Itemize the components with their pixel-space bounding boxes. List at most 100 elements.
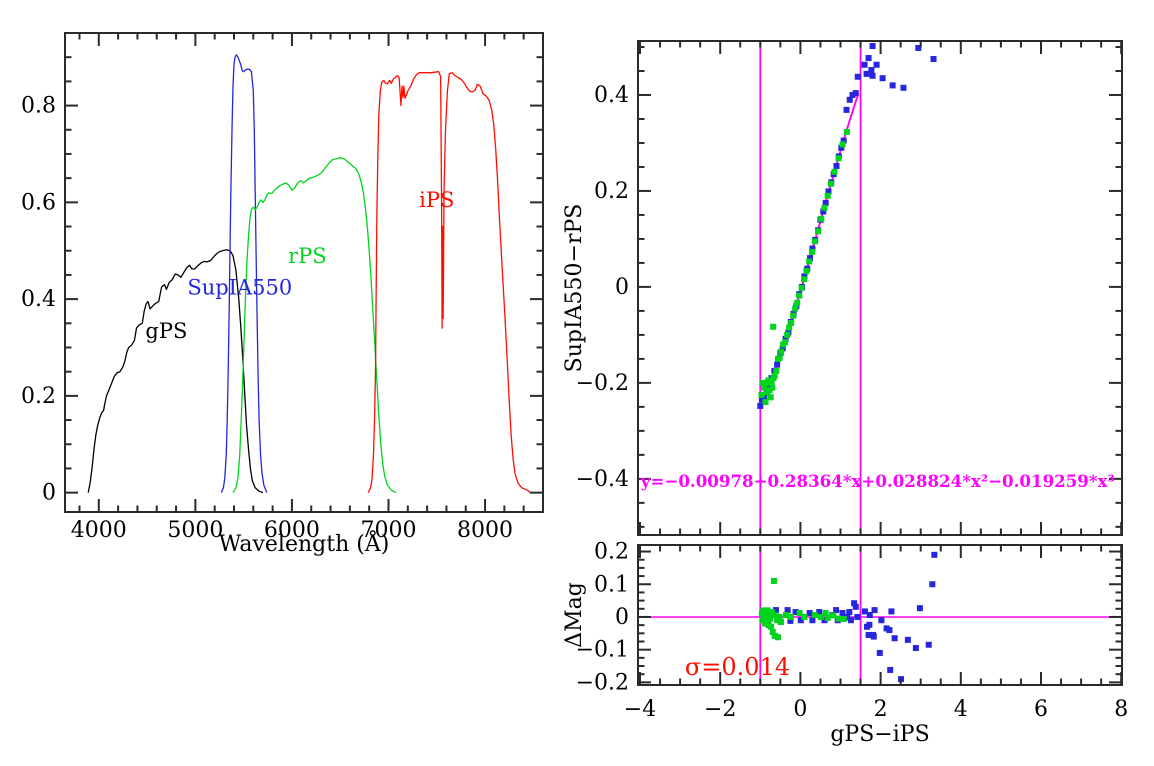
color-color-data-area bbox=[757, 41, 937, 535]
data-point bbox=[786, 324, 793, 331]
color-color-frame bbox=[637, 40, 1123, 536]
data-point bbox=[827, 180, 834, 187]
data-point bbox=[762, 399, 769, 406]
residuals-plot: −4 −2 0 2 4 6 8 −0.2 −0.1 0 0.1 0.2 gPS−iPS ΔMag σ=0.0… bbox=[562, 540, 1128, 747]
data-point bbox=[767, 615, 774, 622]
x-tick-label: 4 bbox=[954, 697, 968, 722]
data-point bbox=[792, 609, 799, 616]
data-point bbox=[904, 636, 911, 643]
data-point bbox=[912, 645, 919, 652]
data-point bbox=[763, 618, 770, 625]
data-point bbox=[784, 331, 791, 338]
data-point bbox=[878, 617, 885, 624]
data-point bbox=[863, 70, 870, 77]
data-point bbox=[801, 613, 808, 620]
data-point bbox=[758, 391, 765, 398]
data-point bbox=[840, 137, 847, 144]
data-point bbox=[796, 610, 803, 617]
data-point bbox=[871, 607, 878, 614]
data-point bbox=[809, 617, 816, 624]
data-point bbox=[768, 379, 775, 386]
y-tick-label: 0.8 bbox=[21, 94, 56, 119]
x-tick-label: 6 bbox=[1034, 697, 1048, 722]
data-point bbox=[818, 215, 825, 222]
data-point bbox=[869, 72, 876, 79]
residuals-tick-labels: −4 −2 0 2 4 6 8 −0.2 −0.1 0 0.1 0.2 bbox=[576, 540, 1129, 722]
data-point bbox=[771, 632, 778, 639]
filter-transmission-plot: 4000 5000 6000 7000 8000 0 0.2 0.4 0.6 0.8 Wavelen… bbox=[21, 32, 544, 557]
data-point bbox=[769, 384, 776, 391]
x-tick-label: 2 bbox=[874, 697, 888, 722]
y-tick-label: 0 bbox=[615, 275, 629, 300]
residuals-data-area bbox=[638, 545, 1122, 685]
data-point bbox=[821, 204, 828, 211]
y-tick-label: 0.1 bbox=[594, 572, 629, 597]
data-point bbox=[854, 73, 861, 80]
y-tick-label: −0.2 bbox=[576, 371, 629, 396]
data-point bbox=[846, 96, 853, 103]
data-point bbox=[852, 90, 859, 97]
y-tick-label: 0.6 bbox=[21, 190, 56, 215]
residuals-y-axis-title: ΔMag bbox=[562, 582, 587, 648]
y-tick-label: −0.1 bbox=[576, 638, 629, 663]
data-point bbox=[846, 609, 853, 616]
data-point bbox=[779, 345, 786, 352]
data-point bbox=[824, 614, 831, 621]
data-point bbox=[778, 348, 785, 355]
data-point bbox=[929, 581, 936, 588]
data-point bbox=[806, 610, 813, 617]
data-point bbox=[809, 245, 816, 252]
fit-equation-label: y=−0.00978+0.28364*x+0.028824*x²−0.01925… bbox=[640, 472, 1115, 492]
data-point bbox=[759, 617, 766, 624]
data-point bbox=[809, 248, 816, 255]
data-point bbox=[931, 551, 938, 558]
data-point bbox=[782, 339, 789, 346]
data-point bbox=[824, 192, 831, 199]
data-point bbox=[794, 299, 801, 306]
data-point bbox=[811, 238, 818, 245]
data-point bbox=[889, 82, 896, 89]
data-point bbox=[768, 623, 775, 630]
data-point bbox=[887, 666, 894, 673]
data-point bbox=[865, 55, 872, 62]
green-stars-points bbox=[758, 128, 850, 406]
data-point bbox=[869, 43, 876, 50]
data-point bbox=[768, 609, 775, 616]
rps-label: rPS bbox=[288, 244, 327, 268]
y-tick-label: 0.2 bbox=[594, 179, 629, 204]
data-point bbox=[870, 633, 877, 640]
color-color-ticks bbox=[638, 41, 1123, 535]
data-point bbox=[816, 609, 823, 616]
data-point bbox=[772, 612, 779, 619]
data-point bbox=[838, 144, 845, 151]
data-point bbox=[798, 284, 805, 291]
data-point bbox=[854, 613, 861, 620]
data-point bbox=[776, 354, 783, 361]
data-point bbox=[815, 228, 822, 235]
data-point bbox=[833, 607, 840, 614]
data-point bbox=[930, 55, 937, 62]
x-tick-label: 6000 bbox=[264, 518, 320, 543]
data-point bbox=[915, 44, 922, 51]
data-point bbox=[784, 607, 791, 614]
data-point bbox=[833, 162, 840, 169]
gps-label: gPS bbox=[145, 319, 187, 343]
data-point bbox=[868, 67, 875, 74]
ips-label: iPS bbox=[419, 188, 454, 212]
data-point bbox=[769, 629, 776, 636]
data-point bbox=[861, 61, 868, 68]
data-point bbox=[787, 617, 794, 624]
data-point bbox=[797, 617, 804, 624]
x-tick-label: 5000 bbox=[167, 518, 223, 543]
residuals-x-axis-title: gPS−iPS bbox=[830, 722, 929, 747]
y-tick-label: 0.2 bbox=[594, 540, 629, 565]
data-point bbox=[770, 323, 777, 330]
residuals-ticks bbox=[638, 545, 1123, 685]
data-point bbox=[761, 395, 768, 402]
data-point bbox=[886, 627, 893, 634]
data-point bbox=[879, 75, 886, 82]
data-point bbox=[764, 607, 771, 614]
data-point bbox=[796, 292, 803, 299]
